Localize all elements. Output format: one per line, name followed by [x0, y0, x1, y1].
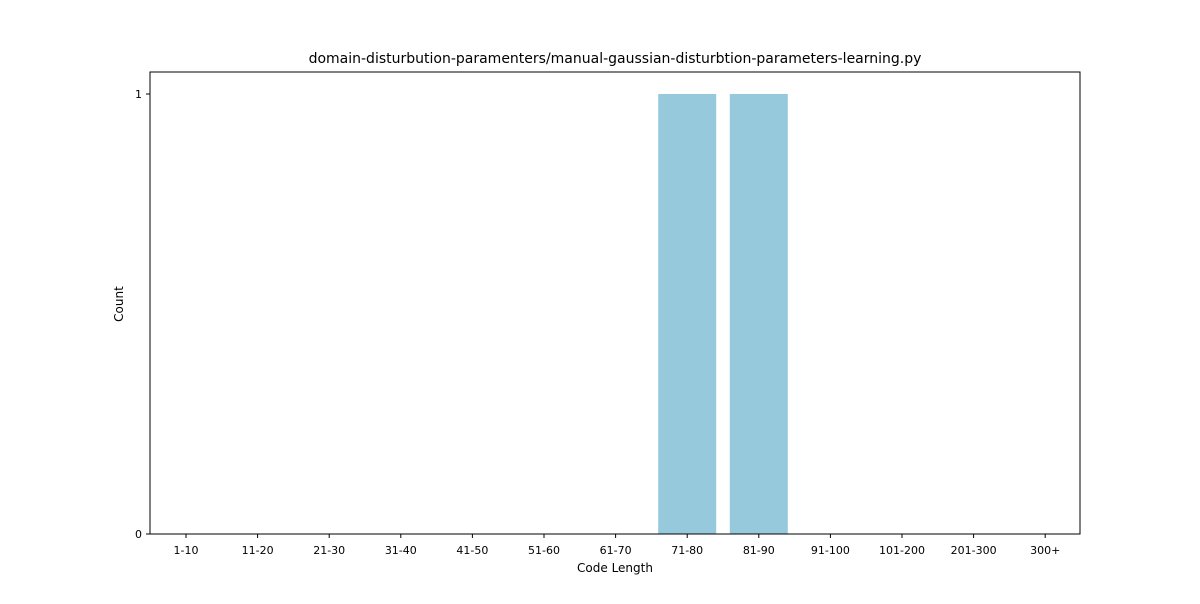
- y-tick-label: 1: [135, 88, 142, 101]
- x-tick-label: 21-30: [313, 544, 345, 557]
- x-tick-label: 61-70: [600, 544, 632, 557]
- x-tick-label: 201-300: [951, 544, 997, 557]
- y-tick-label: 0: [135, 528, 142, 541]
- bars-group: [658, 94, 788, 534]
- y-ticks-group: 01: [135, 88, 150, 541]
- x-tick-label: 41-50: [456, 544, 488, 557]
- x-ticks-group: 1-10 11-20 21-30 31-40 41-50 51-60 61-70 71-80 8…: [174, 534, 1060, 557]
- x-tick-label: 51-60: [528, 544, 560, 557]
- bar-71-80: [658, 94, 717, 534]
- plot-frame: [149, 71, 1081, 535]
- x-axis-label: Code Length: [577, 561, 653, 575]
- x-tick-label: 31-40: [385, 544, 417, 557]
- x-tick-label: 101-200: [879, 544, 925, 557]
- x-tick-label: 91-100: [811, 544, 850, 557]
- x-tick-label: 11-20: [242, 544, 274, 557]
- chart-title: domain-disturbution-paramenters/manual-g…: [309, 51, 922, 67]
- x-tick-label: 1-10: [174, 544, 199, 557]
- x-tick-label: 300+: [1030, 544, 1060, 557]
- y-axis-label: Count: [112, 286, 126, 322]
- x-tick-label: 81-90: [743, 544, 775, 557]
- bar-81-90: [729, 94, 788, 534]
- x-tick-label: 71-80: [671, 544, 703, 557]
